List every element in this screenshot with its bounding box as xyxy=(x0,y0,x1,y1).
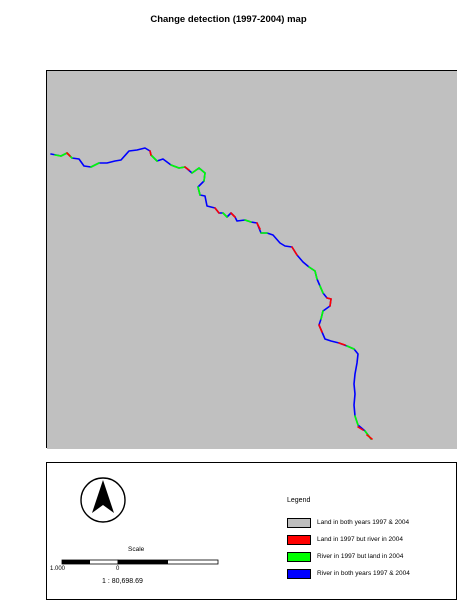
scale-left-value: 1.000 xyxy=(50,566,66,572)
north-arrow-icon xyxy=(80,477,126,523)
legend-label: Land in 1997 but river in 2004 xyxy=(317,536,404,543)
river-overlay xyxy=(50,147,373,440)
river-to-land-segments xyxy=(54,152,372,440)
legend-swatch xyxy=(287,569,311,579)
map-title: Change detection (1997-2004) map xyxy=(150,14,307,25)
legend-title: Legend xyxy=(287,497,311,504)
scale-title: Scale xyxy=(128,546,145,553)
legend-label: River in 1997 but land in 2004 xyxy=(317,553,404,560)
legend-swatch xyxy=(287,535,311,545)
legend-label: River in both years 1997 & 2004 xyxy=(317,570,410,577)
north-letter: N xyxy=(97,508,106,522)
land-area xyxy=(47,71,457,449)
scale-ratio: 1 : 80,698.69 xyxy=(102,578,143,585)
legend-swatch xyxy=(287,518,311,528)
scale-mid-value: 0 xyxy=(116,566,120,572)
legend-swatch xyxy=(287,552,311,562)
land-to-river-segments xyxy=(66,150,373,440)
map-frame xyxy=(46,70,457,449)
legend-label: Land in both years 1997 & 2004 xyxy=(317,519,410,526)
scale-bar xyxy=(61,559,219,565)
